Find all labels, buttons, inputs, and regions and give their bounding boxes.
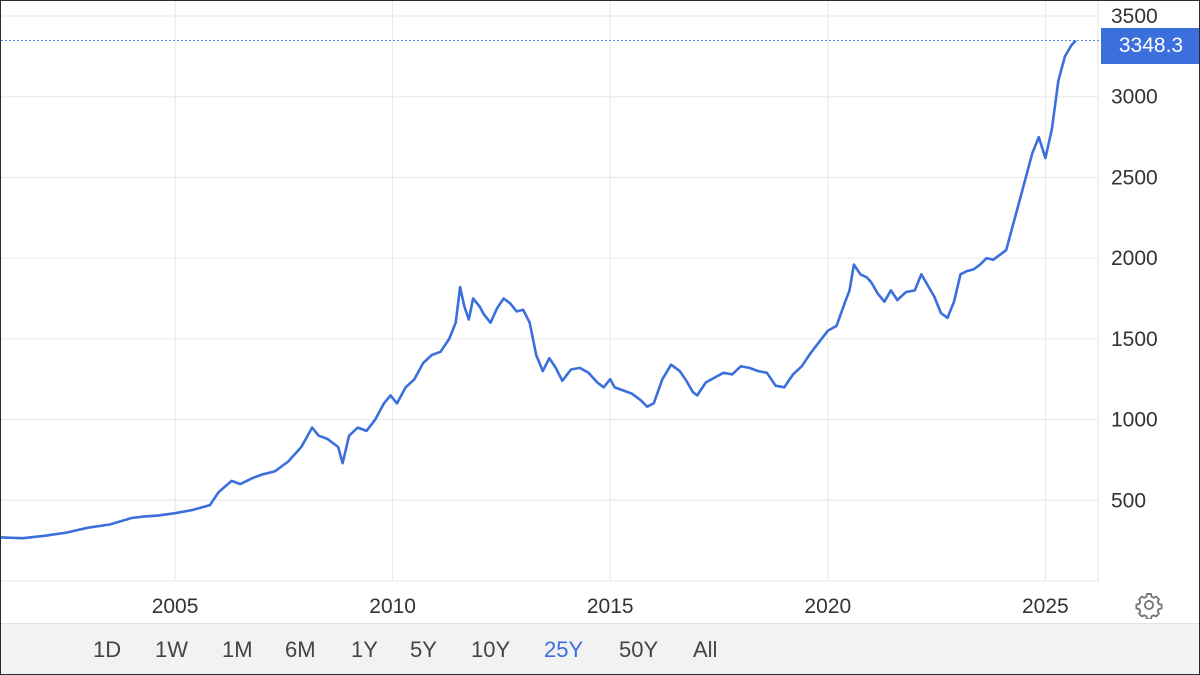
y-tick-label: 2000 xyxy=(1111,247,1158,270)
y-tick-label: 2500 xyxy=(1111,166,1158,189)
range-button-25y[interactable]: 25Y xyxy=(544,637,584,662)
range-button-1d[interactable]: 1D xyxy=(93,637,122,662)
x-tick-label: 2005 xyxy=(152,595,199,618)
range-button-5y[interactable]: 5Y xyxy=(410,637,437,662)
y-tick-label: 1000 xyxy=(1111,409,1158,432)
price-series-line xyxy=(1,39,1077,540)
gear-icon[interactable] xyxy=(1135,591,1163,619)
x-tick-label: 2015 xyxy=(587,595,634,618)
range-button-all[interactable]: All xyxy=(693,637,718,662)
y-tick-label: 500 xyxy=(1111,489,1146,512)
x-tick-label: 2025 xyxy=(1022,595,1069,618)
price-chart[interactable]: 500 1000 1500 2000 2500 3000 3500 2005 2010 2015 2… xyxy=(1,1,1199,623)
range-button-10y[interactable]: 10Y xyxy=(471,637,511,662)
x-tick-label: 2010 xyxy=(369,595,416,618)
y-tick-label: 3500 xyxy=(1111,5,1158,28)
last-price-badge: 3348.3 xyxy=(1101,28,1199,64)
range-button-1m[interactable]: 1M xyxy=(222,637,253,662)
x-tick-label: 2020 xyxy=(804,595,851,618)
range-button-1w[interactable]: 1W xyxy=(155,637,188,662)
y-tick-label: 3000 xyxy=(1111,86,1158,109)
range-selector: 1D 1W 1M 6M 1Y 5Y 10Y 25Y 50Y All xyxy=(1,623,1199,674)
y-tick-label: 1500 xyxy=(1111,328,1158,351)
range-button-1y[interactable]: 1Y xyxy=(351,637,378,662)
range-button-6m[interactable]: 6M xyxy=(285,637,316,662)
range-button-50y[interactable]: 50Y xyxy=(619,637,659,662)
